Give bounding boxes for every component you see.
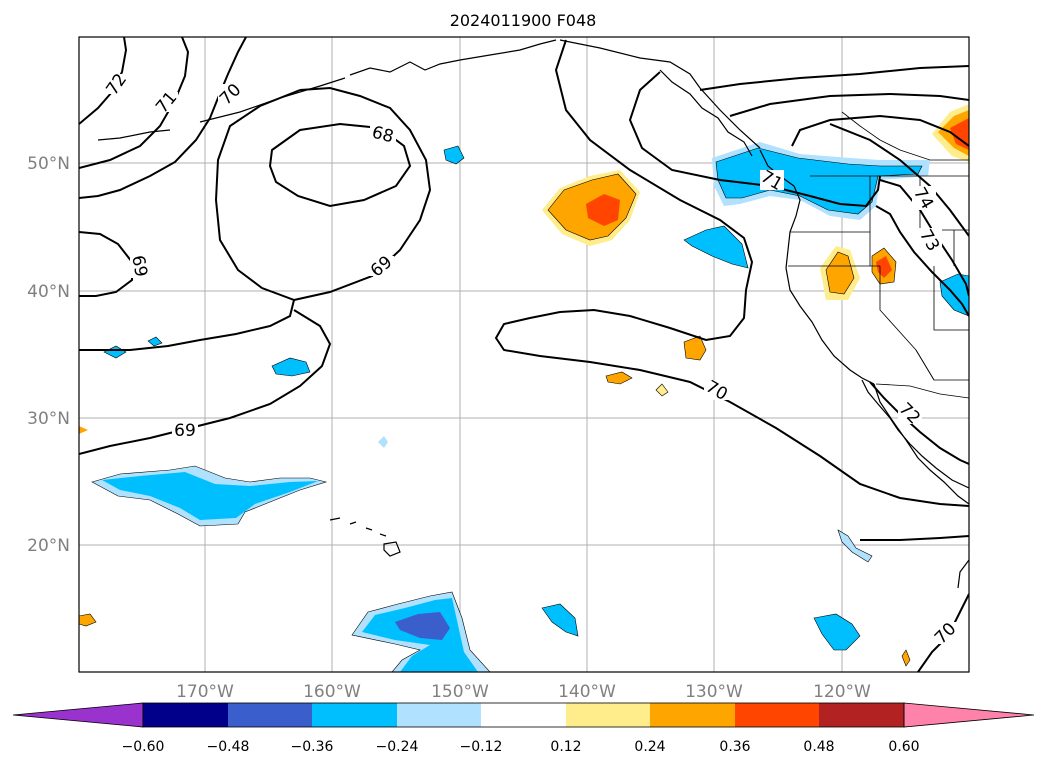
pos-anomaly-offshore-core xyxy=(586,194,620,226)
colorbar-tick-8: 0.36 xyxy=(719,739,750,755)
colorbar-extend-low xyxy=(12,702,144,728)
contour-70-central xyxy=(494,39,969,507)
colorbar-tick-6: 0.12 xyxy=(550,739,581,755)
contour-71-northwest xyxy=(79,37,190,169)
neg-anomaly-offshore-40n xyxy=(683,225,749,269)
chart-title: 2024011900 F048 xyxy=(450,11,597,30)
coastline-southeast-alaska xyxy=(659,69,753,157)
lon-label-120w: 120°W xyxy=(813,682,871,702)
height-contours xyxy=(79,37,969,672)
map-frame xyxy=(78,36,970,673)
border-state-az xyxy=(915,349,969,381)
colorbar-swatch-3 xyxy=(312,703,397,727)
lon-label-160w: 160°W xyxy=(303,682,361,702)
contour-74-east xyxy=(875,205,969,317)
pos-anomaly-mexico-dot xyxy=(901,649,911,667)
contour-label-69-west: 69 xyxy=(127,254,150,279)
latitude-labels: 50°N 40°N 30°N 20°N xyxy=(27,154,70,556)
map-area: 72 71 70 68 69 69 69 74 73 71 xyxy=(78,36,970,673)
longitude-labels: 170°W 160°W 150°W 140°W 130°W 120°W xyxy=(176,682,871,702)
colorbar-tick-7: 0.24 xyxy=(634,739,665,755)
lon-label-140w: 140°W xyxy=(558,682,616,702)
coastline-baja xyxy=(873,383,969,505)
gridlines xyxy=(79,37,969,672)
neg-anomaly-south-large-core xyxy=(395,612,450,640)
lon-label-170w: 170°W xyxy=(176,682,234,702)
pos-anomaly-west-edge-14n xyxy=(79,613,97,627)
coastline-alaska-southern xyxy=(349,39,761,149)
negative-anomaly-fills xyxy=(91,142,969,672)
contour-71-northeast-upper xyxy=(699,65,969,91)
lat-label-30n: 30°N xyxy=(27,409,70,429)
colorbar-swatch-8 xyxy=(735,703,819,727)
lon-label-130w: 130°W xyxy=(685,682,743,702)
colorbar-outline xyxy=(142,702,905,728)
neg-anomaly-dot-152w xyxy=(378,436,388,448)
borders xyxy=(788,111,969,399)
coastline-mexico xyxy=(957,559,969,589)
coastline-california xyxy=(785,267,875,385)
colorbar-tick-4: −0.24 xyxy=(376,739,419,755)
neg-anomaly-west-dot-2 xyxy=(147,336,163,347)
contour-70-southeast-upper xyxy=(860,535,969,541)
colorbar: −0.60 −0.48 −0.36 −0.24 −0.12 0.12 0.24 … xyxy=(12,702,1035,755)
contour-71-northeast xyxy=(628,71,881,208)
pos-anomaly-calif-west-core xyxy=(825,251,855,295)
colorbar-swatch-7 xyxy=(650,703,735,727)
contour-label-69-south: 69 xyxy=(174,421,196,441)
colorbar-swatch-5 xyxy=(481,703,566,727)
pos-anomaly-offshore-32n xyxy=(605,371,633,385)
lat-label-40n: 40°N xyxy=(27,282,70,302)
lat-label-50n: 50°N xyxy=(27,154,70,174)
colorbar-swatch-9 xyxy=(819,703,904,727)
contour-70-northwest xyxy=(79,37,247,199)
neg-anomaly-mexico-small xyxy=(837,529,873,563)
contour-72-mexico xyxy=(869,381,969,465)
contour-74-east-upper xyxy=(829,123,969,237)
colorbar-tick-10: 0.60 xyxy=(888,739,919,755)
coastline-baja-gulf xyxy=(861,379,969,489)
colorbar-tick-2: −0.48 xyxy=(207,739,250,755)
map-frame-bg xyxy=(79,37,969,672)
neg-anomaly-hawaii-ne xyxy=(271,357,311,377)
coastline-hawaii xyxy=(329,517,401,557)
colorbar-swatch-2 xyxy=(228,703,312,727)
contour-68-closed-low xyxy=(268,122,412,208)
colorbar-ticks: −0.60 −0.48 −0.36 −0.24 −0.12 0.12 0.24 … xyxy=(122,739,920,755)
lat-label-20n: 20°N xyxy=(27,536,70,556)
lon-label-150w: 150°W xyxy=(431,682,489,702)
border-state-nv-ut xyxy=(933,266,969,331)
neg-anomaly-gulf-small xyxy=(443,145,465,165)
colorbar-tick-1: −0.60 xyxy=(122,739,165,755)
colorbar-tick-5: −0.12 xyxy=(460,739,503,755)
colorbar-tick-3: −0.36 xyxy=(291,739,334,755)
contour-69-gulf xyxy=(79,89,301,351)
coastline-bc-west xyxy=(759,149,801,269)
neg-anomaly-south-small xyxy=(541,603,579,637)
colorbar-extend-high xyxy=(903,702,1035,728)
neg-anomaly-subtropical-core xyxy=(102,472,318,520)
contour-69-gulf-east xyxy=(293,86,432,301)
contour-73-northeast xyxy=(791,114,969,147)
border-alaska-canada xyxy=(841,111,969,161)
border-us-mexico xyxy=(875,383,969,399)
contour-72-northeast xyxy=(729,92,969,117)
pos-anomaly-dot-138w xyxy=(655,383,669,397)
colorbar-swatch-1 xyxy=(143,703,228,727)
colorbar-swatch-6 xyxy=(566,703,650,727)
contour-69-southwest xyxy=(79,309,332,455)
pos-anomaly-west-edge-29n xyxy=(79,426,88,434)
neg-anomaly-mexico-south xyxy=(813,613,861,651)
colorbar-swatch-4 xyxy=(397,703,481,727)
colorbar-tick-9: 0.48 xyxy=(803,739,834,755)
